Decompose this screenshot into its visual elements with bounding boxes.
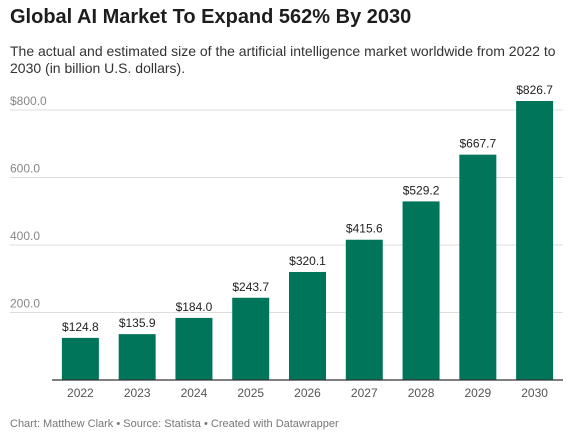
- x-tick-label: 2023: [124, 386, 151, 400]
- x-tick-label: 2025: [237, 386, 264, 400]
- bar: [61, 337, 99, 380]
- bar: [345, 239, 383, 380]
- bar: [175, 317, 213, 380]
- bar-value-label: $826.7: [516, 83, 553, 97]
- chart-subtitle: The actual and estimated size of the art…: [10, 43, 556, 76]
- x-tick-label: 2030: [521, 386, 548, 400]
- bar-value-label: $320.1: [289, 254, 326, 268]
- bar: [516, 101, 554, 380]
- x-tick-label: 2024: [181, 386, 208, 400]
- y-tick-label: 600.0: [10, 162, 40, 176]
- bar-value-label: $415.6: [346, 222, 383, 236]
- y-tick-label: $800.0: [10, 94, 47, 108]
- bar: [402, 201, 440, 380]
- x-tick-label: 2027: [351, 386, 378, 400]
- bar-value-label: $667.7: [459, 137, 496, 151]
- x-tick-label: 2029: [464, 386, 491, 400]
- bar: [118, 334, 156, 380]
- x-tick-label: 2022: [67, 386, 94, 400]
- bar-value-label: $529.2: [403, 183, 440, 197]
- x-tick-label: 2026: [294, 386, 321, 400]
- bar: [232, 297, 270, 380]
- bar-value-label: $135.9: [119, 316, 156, 330]
- y-tick-label: 400.0: [10, 229, 40, 243]
- chart-title: Global AI Market To Expand 562% By 2030: [10, 6, 412, 28]
- chart-footer-credit: Chart: Matthew Clark • Source: Statista …: [10, 418, 339, 430]
- bar: [459, 154, 497, 380]
- bar: [289, 271, 326, 380]
- bar-value-label: $243.7: [232, 280, 269, 294]
- bar-value-label: $124.8: [62, 320, 99, 334]
- y-tick-label: 200.0: [10, 297, 40, 311]
- x-tick-label: 2028: [408, 386, 435, 400]
- bar-value-label: $184.0: [176, 300, 213, 314]
